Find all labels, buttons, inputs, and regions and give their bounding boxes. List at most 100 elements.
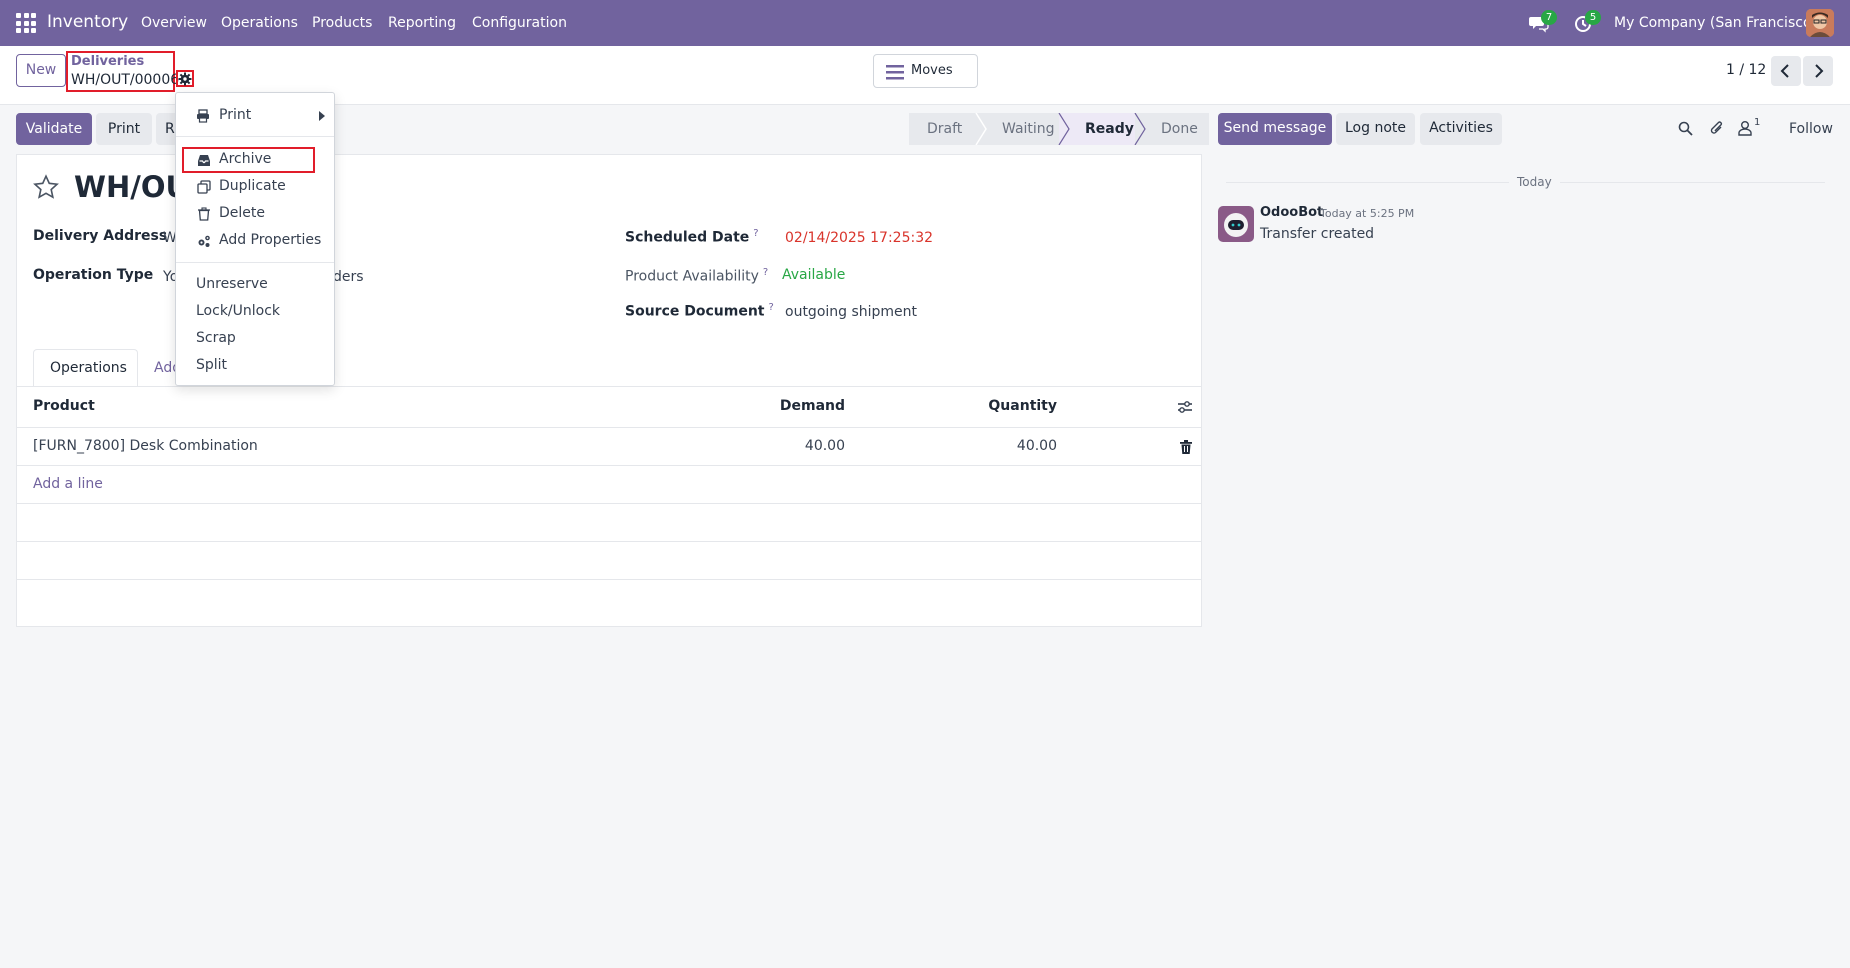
- moves-smart-button[interactable]: Moves: [873, 54, 978, 88]
- stage-ready[interactable]: Ready: [1059, 113, 1135, 145]
- activities-button[interactable]: Activities: [1420, 113, 1502, 145]
- menu-separator: [176, 136, 334, 137]
- tab-operations-label: Operations: [50, 360, 127, 376]
- delivery-address-label: Delivery Address: [33, 228, 168, 244]
- odoobot-avatar[interactable]: [1218, 206, 1254, 242]
- column-demand[interactable]: Demand: [779, 398, 845, 414]
- message-body: Transfer created: [1260, 226, 1375, 242]
- menu-item-print[interactable]: Print: [219, 107, 252, 123]
- followers-icon[interactable]: [1738, 120, 1752, 136]
- menu-item-delete[interactable]: Delete: [219, 205, 265, 221]
- top-navbar: Inventory Overview Operations Products R…: [0, 0, 1850, 46]
- scheduled-date-label: Scheduled Date?: [625, 228, 759, 246]
- gear-actions-dropdown: Print Archive Duplicate Delete Add Prope…: [175, 92, 335, 386]
- archive-highlight-box: [182, 147, 315, 173]
- paperclip-icon[interactable]: [1709, 120, 1725, 137]
- caret-right-icon: [319, 111, 325, 121]
- empty-row: [16, 504, 1202, 542]
- list-icon: [886, 65, 904, 80]
- tab-additional-info[interactable]: Add: [154, 360, 182, 376]
- validate-button[interactable]: Validate: [16, 113, 92, 145]
- followers-count: 1: [1754, 117, 1761, 128]
- column-quantity[interactable]: Quantity: [988, 398, 1057, 414]
- search-icon[interactable]: [1678, 121, 1693, 136]
- user-avatar[interactable]: [1806, 9, 1834, 37]
- operation-type-value-left[interactable]: Yo: [163, 269, 179, 285]
- trash-icon[interactable]: [1180, 440, 1192, 454]
- pager-next-button[interactable]: [1803, 56, 1833, 86]
- stage-arrows: [975, 113, 1146, 145]
- log-note-button[interactable]: Log note: [1336, 113, 1415, 145]
- chevron-left-icon: [1780, 64, 1789, 78]
- menu-item-duplicate[interactable]: Duplicate: [219, 178, 286, 194]
- apps-grid-icon[interactable]: [16, 13, 36, 33]
- messages-badge: 7: [1541, 10, 1557, 25]
- menu-reporting[interactable]: Reporting: [388, 15, 457, 31]
- empty-row: [16, 542, 1202, 580]
- status-bar: Draft Waiting Ready Done: [909, 113, 1209, 145]
- breadcrumb-highlight-box: [66, 51, 175, 92]
- cogs-icon: [198, 235, 210, 247]
- printer-icon: [197, 109, 209, 123]
- menu-separator: [176, 262, 334, 263]
- gear-icon[interactable]: [178, 72, 192, 86]
- print-button[interactable]: Print: [96, 113, 152, 145]
- row-product[interactable]: [FURN_7800] Desk Combination: [33, 438, 258, 454]
- pager-previous-button[interactable]: [1771, 56, 1801, 86]
- breadcrumb-deliveries[interactable]: Deliveries: [71, 54, 145, 69]
- scheduled-date-value[interactable]: 02/14/2025 17:25:32: [785, 230, 934, 246]
- optional-columns-icon[interactable]: [1177, 399, 1193, 415]
- menu-item-split[interactable]: Split: [196, 357, 228, 373]
- stage-draft[interactable]: Draft: [909, 113, 976, 145]
- menu-item-lock-unlock[interactable]: Lock/Unlock: [196, 303, 281, 319]
- chevron-right-icon: [1815, 64, 1824, 78]
- date-divider-label: Today: [1509, 175, 1560, 189]
- add-line-row: Add a line: [16, 466, 1202, 504]
- table-row[interactable]: [FURN_7800] Desk Combination 40.00 40.00: [16, 428, 1202, 466]
- menu-item-scrap[interactable]: Scrap: [196, 330, 236, 346]
- product-availability-label: Product Availability?: [625, 267, 769, 285]
- menu-item-unreserve[interactable]: Unreserve: [196, 276, 268, 292]
- product-availability-value: Available: [782, 267, 846, 283]
- archive-inbox-icon: [198, 155, 210, 166]
- activities-badge: 5: [1585, 10, 1601, 25]
- row-demand[interactable]: 40.00: [804, 438, 845, 454]
- new-button[interactable]: New: [16, 54, 66, 87]
- company-switcher[interactable]: My Company (San Francisco): [1614, 15, 1817, 31]
- operation-type-value-right[interactable]: ders: [333, 269, 364, 285]
- message-time: Today at 5:25 PM: [1320, 207, 1415, 220]
- pager-value[interactable]: 1 / 12: [1726, 62, 1767, 78]
- source-document-value[interactable]: outgoing shipment: [785, 304, 918, 320]
- send-message-button[interactable]: Send message: [1218, 113, 1332, 145]
- row-quantity[interactable]: 40.00: [1016, 438, 1057, 454]
- help-tooltip-icon[interactable]: ?: [768, 302, 774, 313]
- gear-highlight-box: [176, 70, 194, 87]
- breadcrumb-current-record: WH/OUT/00006: [71, 72, 180, 88]
- add-line-link[interactable]: Add a line: [33, 476, 103, 492]
- menu-overview[interactable]: Overview: [141, 15, 207, 31]
- operation-type-label: Operation Type: [33, 267, 154, 283]
- delivery-address-value[interactable]: W: [163, 230, 177, 246]
- menu-operations[interactable]: Operations: [221, 15, 298, 31]
- stage-waiting[interactable]: Waiting: [976, 113, 1059, 145]
- source-document-label: Source Document?: [625, 302, 774, 320]
- message-author[interactable]: OdooBot: [1260, 205, 1324, 220]
- menu-configuration[interactable]: Configuration: [472, 15, 567, 31]
- moves-label: Moves: [911, 63, 953, 78]
- stage-done[interactable]: Done: [1135, 113, 1209, 145]
- menu-products[interactable]: Products: [312, 15, 373, 31]
- table-header: Product Demand Quantity: [16, 387, 1202, 428]
- trash-icon: [198, 207, 210, 221]
- app-name[interactable]: Inventory: [47, 12, 129, 32]
- menu-item-archive[interactable]: Archive: [219, 151, 272, 167]
- tab-operations[interactable]: Operations: [33, 349, 138, 387]
- duplicate-icon: [197, 180, 211, 194]
- favorite-star-icon[interactable]: [33, 174, 59, 200]
- follow-button[interactable]: Follow: [1789, 121, 1833, 137]
- help-tooltip-icon[interactable]: ?: [753, 228, 759, 239]
- tabs-divider: [16, 386, 1202, 387]
- menu-item-add-properties[interactable]: Add Properties: [219, 232, 322, 248]
- column-product[interactable]: Product: [33, 398, 95, 414]
- help-tooltip-icon[interactable]: ?: [762, 267, 769, 278]
- record-title: WH/OU: [74, 170, 190, 204]
